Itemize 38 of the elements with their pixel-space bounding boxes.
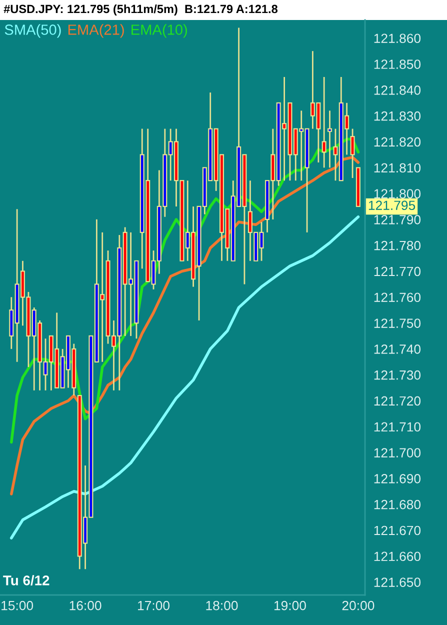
y-tick-label: 121.810: [374, 163, 421, 173]
y-tick-label: 121.770: [374, 266, 421, 276]
y-tick-label: 121.660: [374, 552, 421, 562]
y-tick-label: 121.850: [374, 60, 421, 69]
y-tick-label: 121.780: [374, 240, 421, 250]
line-series: [10, 215, 360, 540]
y-tick-label: 121.690: [374, 474, 421, 484]
text: EMA(10): [132, 24, 187, 38]
y-tick-label: 121.680: [374, 500, 421, 510]
y-tick-label: 121.650: [374, 578, 421, 587]
y-tick-label: 121.820: [374, 137, 421, 147]
x-tick-label: 16:00: [70, 600, 102, 610]
text: SMA(50): [4, 24, 61, 38]
x-tick-label: 15:00: [2, 600, 34, 610]
x-tick-label: 17:00: [138, 600, 170, 610]
x-tick-label: 19:00: [274, 600, 306, 610]
y-tick-label: 121.760: [374, 292, 421, 302]
x-tick-label: 20:00: [342, 600, 374, 610]
annotation: Tu 6/12: [3, 575, 50, 586]
y-tick-label: 121.710: [374, 422, 421, 432]
y-tick-label: 121.700: [374, 448, 421, 458]
x-tick-label: 18:00: [206, 600, 238, 610]
text: EMA(21): [68, 24, 124, 38]
annotation: 121.795: [368, 200, 416, 210]
chart-title: #USD.JPY: 121.795 (5h11m/5m) B:121.79 A:121.8: [4, 4, 278, 16]
y-tick-label: 121.830: [374, 111, 421, 121]
y-tick-label: 121.750: [374, 318, 421, 328]
y-tick-label: 121.740: [374, 344, 421, 354]
y-tick-label: 121.720: [374, 396, 421, 406]
candlestick: [350, 128, 355, 179]
y-tick-label: 121.860: [374, 34, 421, 44]
y-tick-label: 121.670: [374, 526, 421, 536]
y-tick-label: 121.800: [374, 189, 421, 198]
y-tick-label: 121.840: [374, 86, 421, 95]
y-tick-label: 121.790: [374, 215, 421, 224]
y-tick-label: 121.730: [374, 370, 421, 380]
candlestick: [327, 110, 332, 168]
candlestick: [322, 76, 326, 168]
